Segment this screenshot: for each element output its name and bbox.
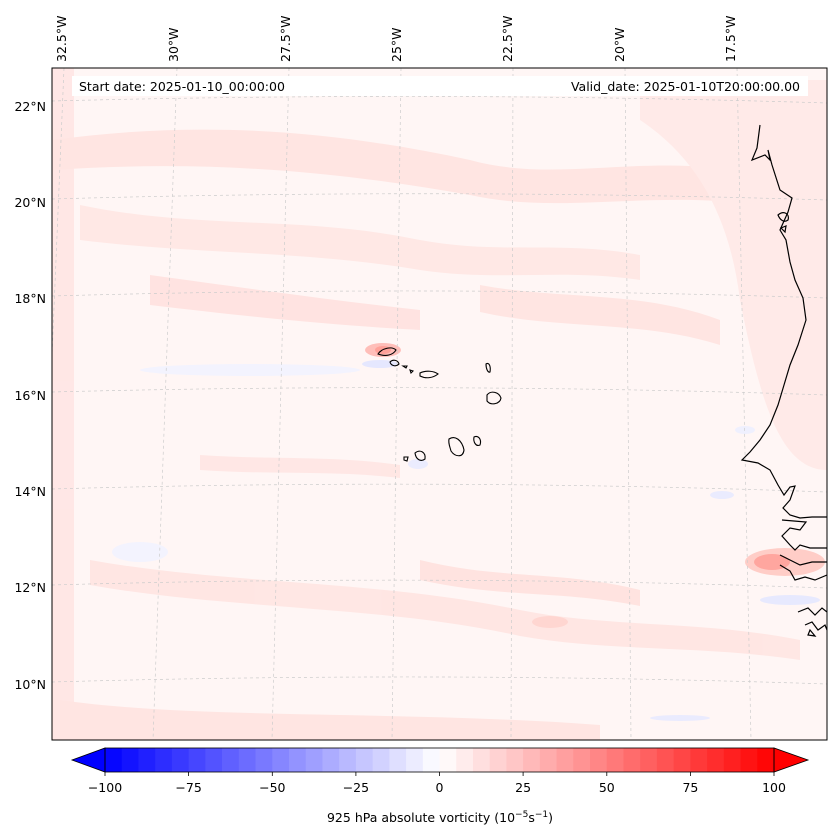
colorbar-bin xyxy=(757,748,775,772)
colorbar-title: 925 hPa absolute vorticity (10−5s−1) xyxy=(327,810,553,825)
colorbar-tick-label: 25 xyxy=(515,780,531,795)
colorbar-tick-label: −100 xyxy=(88,780,122,795)
colorbar-min-extend xyxy=(70,747,106,773)
lat-label: 22°N xyxy=(14,99,46,114)
colorbar-bin xyxy=(322,748,340,772)
colorbar-bin xyxy=(673,748,691,772)
colorbar-bin xyxy=(138,748,156,772)
colorbar-bin xyxy=(288,748,307,772)
latitude-gridlines xyxy=(52,96,827,685)
lon-label: 20°W xyxy=(612,27,627,62)
colorbar-bin xyxy=(105,748,123,772)
lon-label: 32.5°W xyxy=(54,16,69,62)
colorbar-bin xyxy=(590,748,608,772)
colorbar-bin xyxy=(623,748,641,772)
longitude-gridlines xyxy=(52,68,752,740)
colorbar-ticks xyxy=(104,772,775,776)
colorbar-bin xyxy=(606,748,624,772)
lat-label: 10°N xyxy=(14,677,46,692)
colorbar-bins xyxy=(105,748,775,772)
colorbar-bin xyxy=(121,748,139,772)
colorbar-bin xyxy=(171,748,190,772)
colorbar-tick-label: 100 xyxy=(762,780,786,795)
colorbar-tick-labels: −100 −75 −50 −25 0 25 50 75 100 xyxy=(88,780,786,795)
colorbar-bin xyxy=(422,748,440,772)
lat-label: 18°N xyxy=(14,291,46,306)
colorbar-bin xyxy=(740,748,758,772)
colorbar-max-extend xyxy=(773,747,810,773)
colorbar-bin xyxy=(222,748,240,772)
lon-label: 25°W xyxy=(389,27,404,62)
colorbar-bin xyxy=(372,748,390,772)
map-border xyxy=(51,67,828,741)
colorbar-bin xyxy=(723,748,741,772)
lon-label: 30°W xyxy=(166,27,181,62)
colorbar-bin xyxy=(406,748,424,772)
colorbar-bin xyxy=(272,748,290,772)
colorbar-bin xyxy=(573,748,591,772)
cape-verde-islands xyxy=(377,347,502,462)
colorbar-bin xyxy=(339,748,357,772)
colorbar-tick-label: −75 xyxy=(175,780,201,795)
colorbar: −100 −75 −50 −25 0 25 50 75 100 925 hPa … xyxy=(70,747,810,825)
colorbar-tick-label: −50 xyxy=(259,780,285,795)
colorbar-bin xyxy=(707,748,725,772)
colorbar-bin xyxy=(255,748,273,772)
colorbar-bin xyxy=(188,748,206,772)
vorticity-field xyxy=(52,68,827,740)
colorbar-bin xyxy=(489,748,507,772)
colorbar-bin xyxy=(155,748,173,772)
lon-label: 17.5°W xyxy=(723,16,738,62)
colorbar-bin xyxy=(205,748,223,772)
colorbar-bin xyxy=(640,748,658,772)
colorbar-bin xyxy=(238,748,256,772)
longitude-labels: 32.5°W 30°W 27.5°W 25°W 22.5°W 20°W 17.5… xyxy=(54,16,738,62)
latitude-labels: 22°N 20°N 18°N 16°N 14°N 12°N 10°N xyxy=(14,99,46,692)
info-strip xyxy=(72,76,808,96)
colorbar-bin xyxy=(456,748,474,772)
valid-date-label: Valid_date: 2025-01-10T20:00:00.00 xyxy=(571,79,800,94)
colorbar-bin xyxy=(355,748,374,772)
start-date-label: Start date: 2025-01-10_00:00:00 xyxy=(79,79,285,94)
map-panel xyxy=(52,68,827,740)
colorbar-tick-label: −25 xyxy=(343,780,369,795)
colorbar-tick-label: 0 xyxy=(436,780,444,795)
colorbar-tick-label: 50 xyxy=(599,780,615,795)
colorbar-tick-label: 75 xyxy=(682,780,698,795)
colorbar-bin xyxy=(556,748,574,772)
colorbar-bin xyxy=(305,748,323,772)
colorbar-bin xyxy=(389,748,407,772)
african-coastline xyxy=(740,124,827,637)
lat-label: 14°N xyxy=(14,484,46,499)
colorbar-bin xyxy=(523,748,541,772)
lat-label: 16°N xyxy=(14,388,46,403)
colorbar-bin xyxy=(539,748,557,772)
colorbar-bin xyxy=(690,748,708,772)
lon-label: 27.5°W xyxy=(278,16,293,62)
lon-label: 22.5°W xyxy=(500,16,515,62)
colorbar-bin xyxy=(472,748,491,772)
colorbar-bin xyxy=(439,748,457,772)
lat-label: 20°N xyxy=(14,195,46,210)
colorbar-bin xyxy=(506,748,524,772)
lat-label: 12°N xyxy=(14,580,46,595)
colorbar-bin xyxy=(656,748,675,772)
